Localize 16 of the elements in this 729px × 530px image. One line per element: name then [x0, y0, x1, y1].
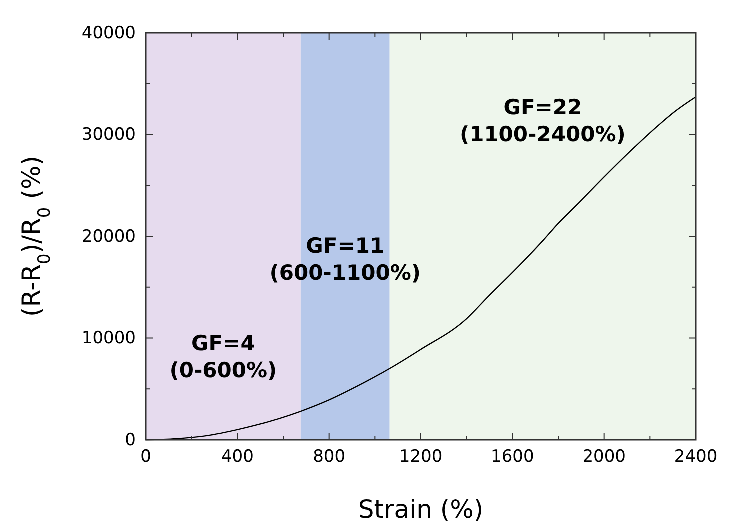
x-tick-label: 400: [221, 447, 254, 468]
x-axis-title: Strain (%): [358, 495, 484, 524]
y-tick-label: 40000: [82, 23, 136, 44]
x-tick-label: 1200: [399, 447, 443, 468]
y-tick-label: 20000: [82, 226, 136, 247]
x-tick-label: 0: [140, 447, 152, 468]
x-tick-label: 2400: [674, 447, 718, 468]
x-tick-label: 1600: [491, 447, 534, 468]
band-label: GF=4 (0-600%): [170, 331, 278, 382]
band-label: GF=22 (1100-2400%): [460, 95, 626, 146]
x-tick-label: 2000: [582, 447, 626, 468]
x-tick-label: 800: [313, 447, 346, 468]
y-tick-label: 30000: [82, 125, 136, 146]
y-tick-label: 10000: [82, 328, 136, 349]
band-label: GF=11 (600-1100%): [270, 234, 421, 285]
y-tick-label: 0: [125, 430, 136, 450]
